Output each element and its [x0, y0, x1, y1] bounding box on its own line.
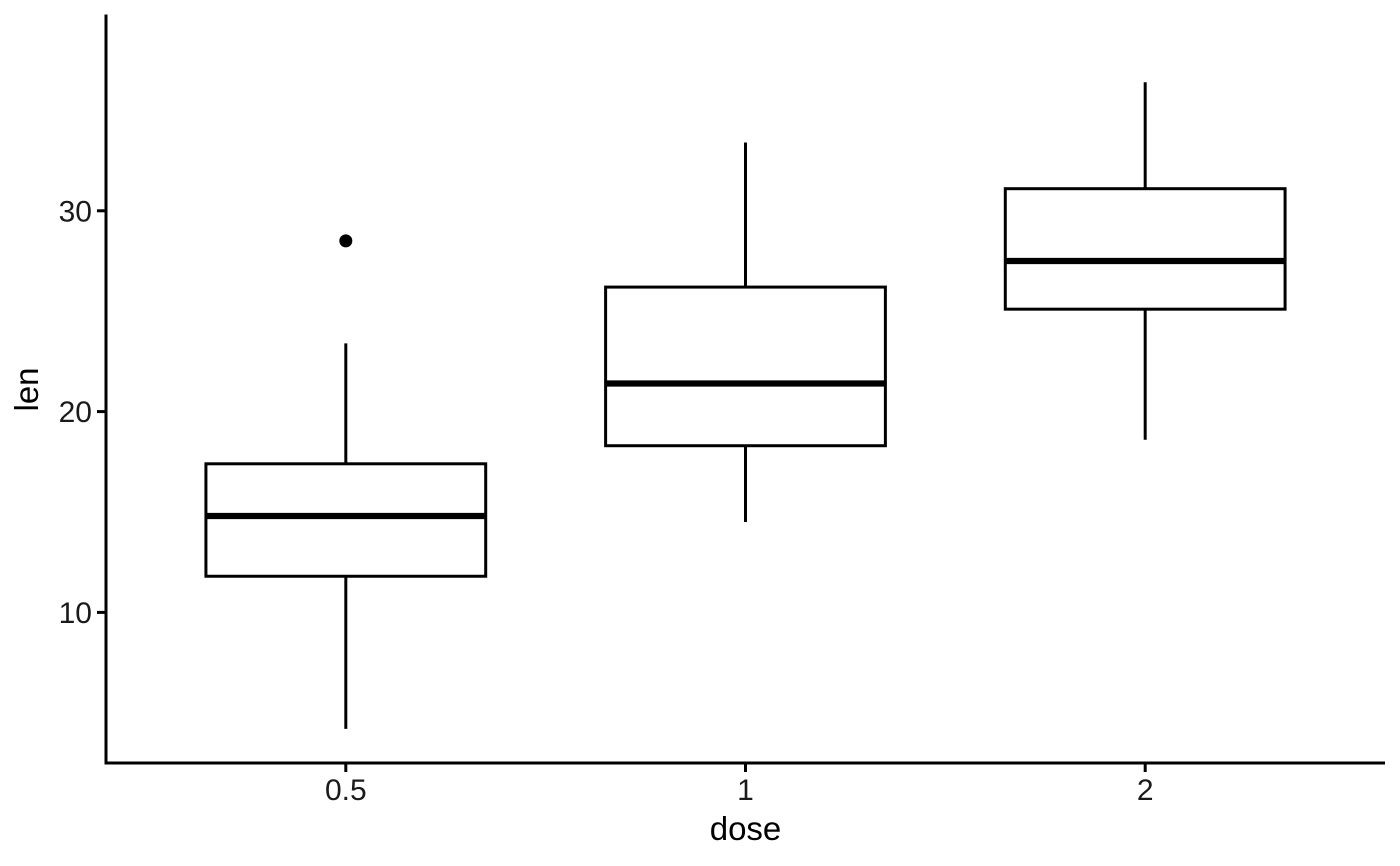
- y-tick-label: 10: [59, 597, 92, 630]
- x-tick-label: 2: [1137, 774, 1154, 807]
- outlier-point: [339, 234, 353, 248]
- x-axis-title: dose: [710, 810, 782, 847]
- box-iqr: [1003, 187, 1287, 311]
- chart-axes-layer: 10 20 30 0.5 1 2: [59, 14, 1385, 807]
- y-tick-label: 20: [59, 396, 92, 429]
- box-iqr: [204, 462, 488, 578]
- box-iqr: [604, 285, 887, 448]
- x-tick-label: 0.5: [325, 774, 367, 807]
- x-tick-label: 1: [737, 774, 754, 807]
- y-axis-title: len: [8, 367, 45, 411]
- chart-shapes-layer: [204, 82, 1287, 729]
- y-tick-label: 30: [59, 195, 92, 228]
